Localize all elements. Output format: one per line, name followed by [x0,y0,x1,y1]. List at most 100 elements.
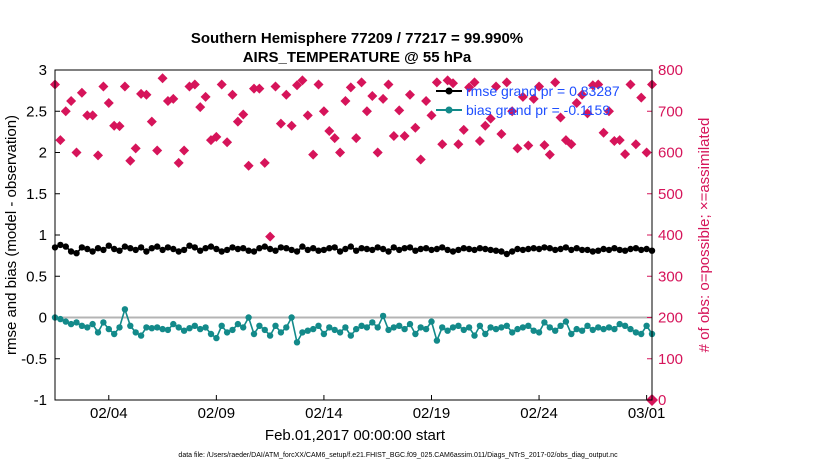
y-tick-label: 0.5 [26,268,47,285]
obs-count-point [582,108,593,119]
rmse-point [132,246,139,254]
obs-count-point [378,93,389,104]
bias-point [589,326,596,334]
bias-point [304,327,311,334]
rmse-point [530,245,537,252]
obs-count-point [340,95,351,106]
bias-point [535,329,543,336]
bias-point [616,320,623,328]
bias-point [530,327,537,334]
bias-point [229,326,236,334]
obs-count-point [507,106,518,117]
bias-point [449,324,457,331]
obs-count-point [125,155,136,166]
bias-point [213,334,220,342]
rmse-point [600,245,607,253]
rmse-point [266,245,274,253]
bias-point [611,325,618,333]
rmse-point [67,248,75,255]
obs-count-point [281,89,292,100]
rmse-point [261,243,268,250]
obs-count-point [60,106,71,117]
bias-point [288,314,295,321]
bias-point [121,306,129,313]
obs-count-point [356,77,367,88]
obs-count-point [410,122,421,133]
bias-point [401,325,408,333]
rmse-point [417,245,424,253]
rmse-point [164,244,172,251]
rmse-point [390,244,397,251]
obs-count-point [501,77,512,88]
bias-point [170,320,177,328]
obs-count-point [641,147,652,158]
bias-point [627,325,634,333]
y2-tick-label: 700 [658,103,683,120]
bias-point [73,319,80,326]
bias-point [191,322,198,329]
x-tick-label: 03/01 [628,405,666,422]
rmse-point [568,246,575,254]
rmse-point [105,242,113,249]
rmse-point [245,247,252,254]
rmse-point [283,245,290,252]
bias-point [331,326,338,334]
bias-point [326,324,333,331]
bias-point [197,325,204,333]
bias-point [525,322,532,329]
bias-point [621,322,629,329]
chart-title: Southern Hemisphere 77209 / 77217 = 99.9… [191,30,523,47]
obs-count-point [415,154,426,165]
y2-tick-label: 300 [658,268,683,285]
y-tick-label: 2 [39,145,47,162]
rmse-point [369,246,376,254]
obs-count-point [168,93,179,104]
rmse-point [632,245,640,252]
legend-rmse-label: rmse grand pr = 0.83287 [466,83,620,99]
rmse-point [57,241,64,249]
bias-point [293,339,301,346]
rmse-point [525,245,532,253]
rmse-point [234,245,242,253]
rmse-point [562,244,570,251]
obs-count-point [103,98,114,108]
y2-tick-label: 200 [658,310,683,327]
rmse-point [422,245,430,252]
legend-bias-marker [445,106,453,114]
bias-point [207,330,215,338]
bias-point [519,324,527,331]
rmse-point [304,246,311,254]
obs-count-point [598,127,609,138]
obs-count-point [630,139,641,150]
rmse-point [385,248,392,255]
rmse-point [180,246,188,254]
obs-count-point [625,79,636,90]
obs-count-point [512,143,523,154]
bias-point [363,324,371,331]
obs-count-point [318,106,329,117]
bias-point [202,324,209,331]
bias-point [379,312,387,320]
obs-count-point [265,231,276,242]
legend-bias-label: bias grand pr = -0.1159 [466,102,610,118]
obs-count-point [329,133,340,144]
obs-count-point [286,120,297,131]
obs-count-point [179,145,190,156]
bias-point [89,320,96,328]
obs-count-point [130,143,141,154]
bias-point [186,325,193,332]
obs-count-point [232,116,243,127]
obs-count-point [270,81,281,92]
bias-point [482,330,489,338]
rmse-point [589,248,596,255]
y-tick-label: 0 [39,310,47,327]
x-tick-label: 02/14 [305,405,343,422]
rmse-point [336,248,344,255]
bias-point [105,325,113,333]
rmse-point [514,245,521,253]
bias-point [272,322,279,329]
rmse-point [557,245,564,253]
obs-count-point [157,73,168,84]
rmse-point [638,246,645,254]
obs-count-point [523,140,534,151]
